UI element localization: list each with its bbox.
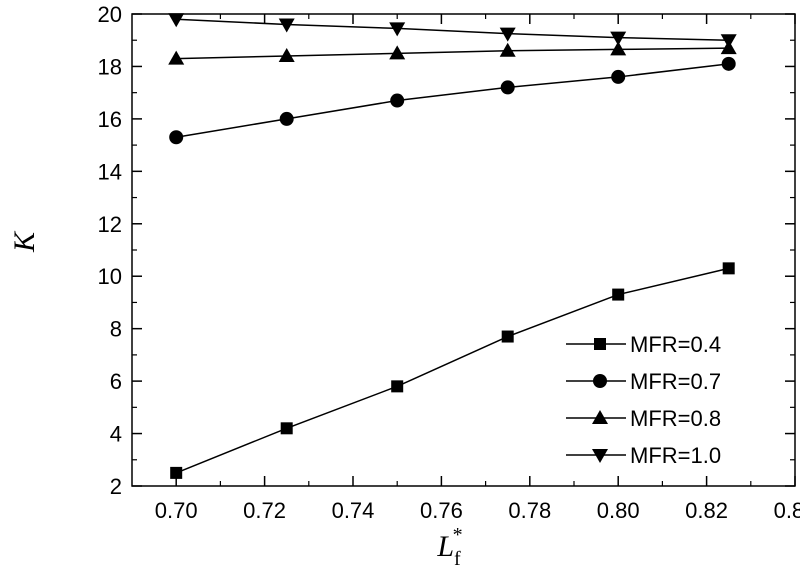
- x-tick-label: 0.84: [774, 498, 800, 523]
- legend-item: MFR=0.7: [566, 369, 721, 394]
- data-point: [169, 130, 184, 145]
- x-tick-label: 0.82: [685, 498, 728, 523]
- data-point: [722, 262, 735, 275]
- legend-label: MFR=0.8: [630, 406, 721, 431]
- data-point: [278, 18, 295, 33]
- data-point: [721, 56, 736, 71]
- data-point: [389, 22, 406, 37]
- data-point: [500, 80, 515, 95]
- legend-marker: [593, 374, 607, 388]
- data-point: [389, 45, 406, 60]
- data-point: [278, 47, 295, 62]
- legend-item: MFR=0.8: [566, 406, 721, 431]
- y-tick-label: 16: [98, 107, 122, 132]
- x-tick-label: 0.70: [155, 498, 198, 523]
- data-point: [390, 93, 405, 108]
- data-point: [612, 288, 625, 301]
- legend-item: MFR=0.4: [566, 332, 721, 357]
- y-tick-label: 20: [98, 2, 122, 27]
- data-point: [499, 42, 516, 57]
- series-3: [168, 40, 737, 65]
- y-tick-label: 14: [98, 159, 122, 184]
- y-tick-label: 18: [98, 54, 122, 79]
- legend-label: MFR=1.0: [630, 443, 721, 468]
- data-point: [720, 34, 737, 49]
- data-point: [610, 31, 627, 46]
- x-tick-label: 0.72: [243, 498, 286, 523]
- y-tick-label: 6: [110, 369, 122, 394]
- y-tick-label: 10: [98, 264, 122, 289]
- x-tick-label: 0.78: [508, 498, 551, 523]
- data-point: [501, 330, 514, 343]
- legend-marker: [594, 338, 606, 350]
- legend-marker: [592, 449, 608, 463]
- legend-label: MFR=0.7: [630, 369, 721, 394]
- data-point: [611, 69, 626, 84]
- plot-area: 0.70 0.72 0.74 0.76 0.78 0.80 0.82 0.84 2 4 6 8 10 12…: [98, 2, 800, 523]
- x-tick-label: 0.80: [597, 498, 640, 523]
- data-point: [499, 27, 516, 42]
- series-4: [168, 13, 737, 49]
- x-tick-label: 0.74: [332, 498, 375, 523]
- legend-item: MFR=1.0: [566, 443, 721, 468]
- x-axis-title: Lf*: [436, 524, 462, 570]
- series-2: [169, 56, 736, 145]
- y-axis-title: K: [8, 230, 41, 253]
- series-1: [170, 262, 735, 479]
- x-tick-label: 0.76: [420, 498, 463, 523]
- y-tick-label: 2: [110, 474, 122, 499]
- series-line: [176, 47, 729, 60]
- series-line: [176, 18, 729, 41]
- y-tick-label: 12: [98, 212, 122, 237]
- series-line: [175, 267, 729, 474]
- legend: MFR=0.4 MFR=0.7 MFR=0.8 MFR=1.0: [566, 332, 721, 468]
- legend-marker: [592, 410, 608, 424]
- x-axis-title-main: L: [436, 530, 454, 563]
- y-tick-label: 8: [110, 317, 122, 342]
- data-point: [168, 13, 185, 28]
- y-tick-label: 4: [110, 422, 122, 447]
- data-point: [168, 50, 185, 65]
- x-axis-title-superscript: *: [453, 524, 463, 546]
- data-point: [391, 380, 404, 393]
- legend-label: MFR=0.4: [630, 332, 721, 357]
- data-point: [170, 466, 183, 479]
- data-point: [610, 41, 627, 56]
- data-point: [280, 422, 293, 435]
- series-line: [176, 63, 729, 138]
- x-axis-title-subscript: f: [454, 548, 461, 570]
- data-point: [279, 111, 294, 126]
